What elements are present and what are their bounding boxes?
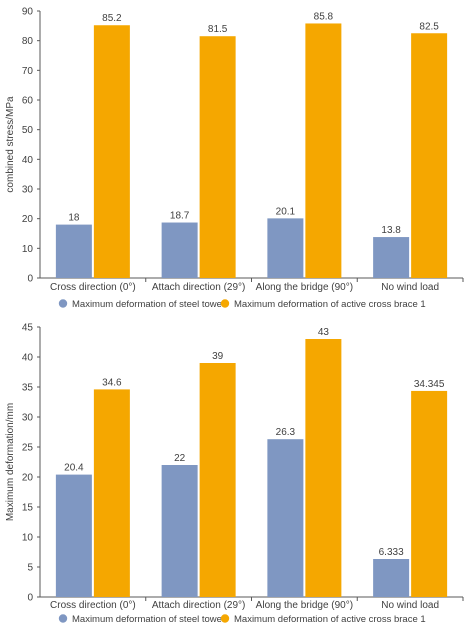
bar-active-brace <box>411 390 448 597</box>
y-axis-title: Maximum deformation/mm <box>5 403 16 521</box>
bar-active-brace <box>411 33 448 278</box>
data-label: 20.1 <box>276 206 296 217</box>
x-tick-label: Along the bridge (90°) <box>256 600 353 611</box>
y-tick-label: 30 <box>22 185 34 196</box>
data-label: 43 <box>318 327 330 338</box>
legend-label: Maximum deformation of steel tower <box>72 299 225 310</box>
legend-label: Maximum deformation of active cross brac… <box>234 614 426 625</box>
bar-active-brace <box>93 25 130 278</box>
legend-label: Maximum deformation of steel tower <box>72 614 225 625</box>
y-tick-label: 70 <box>22 66 34 77</box>
bar-steel-tower <box>373 559 410 597</box>
x-tick-label: No wind load <box>381 600 439 611</box>
y-tick-label: 20 <box>22 473 34 484</box>
y-tick-label: 50 <box>22 125 34 136</box>
y-tick-label: 0 <box>27 593 33 604</box>
data-label: 85.8 <box>314 11 334 22</box>
data-label: 6.333 <box>379 547 404 558</box>
data-label: 34.345 <box>414 379 445 390</box>
legend-marker <box>220 614 230 623</box>
data-label: 18 <box>68 213 80 224</box>
x-tick-label: Cross direction (0°) <box>50 282 136 293</box>
bar-steel-tower <box>373 237 410 278</box>
y-tick-label: 5 <box>27 563 33 574</box>
data-label: 39 <box>212 351 224 362</box>
y-tick-label: 40 <box>22 353 34 364</box>
x-tick-label: Along the bridge (90°) <box>256 282 353 293</box>
y-tick-label: 10 <box>22 244 34 255</box>
legend-marker <box>220 299 230 308</box>
bar-active-brace <box>199 36 236 278</box>
y-tick-label: 90 <box>22 7 34 18</box>
legend-marker <box>58 614 68 623</box>
legend-marker <box>58 299 68 308</box>
y-axis-title: combined stress/MPa <box>5 96 16 193</box>
chart-panel-2: 0 5 10 15 20 25 30 35 40 45 Maximum deformation/mm… <box>5 323 464 625</box>
data-label: 82.5 <box>419 21 439 32</box>
bar-active-brace <box>305 339 342 597</box>
bar-steel-tower <box>267 439 304 597</box>
data-label: 85.2 <box>102 13 122 24</box>
chart-panel-1: 0 10 20 30 40 50 60 70 80 90 combined stress/MPa Cr… <box>5 7 464 310</box>
y-tick-label: 40 <box>22 155 34 166</box>
bar-steel-tower <box>267 218 304 278</box>
legend-label: Maximum deformation of active cross brac… <box>234 299 426 310</box>
y-tick-label: 15 <box>22 503 34 514</box>
data-label: 26.3 <box>276 427 296 438</box>
y-tick-label: 25 <box>22 443 34 454</box>
data-label: 22 <box>174 453 186 464</box>
y-tick-label: 45 <box>22 323 34 334</box>
x-tick-label: No wind load <box>381 282 439 293</box>
y-tick-label: 0 <box>27 274 33 285</box>
bar-active-brace <box>199 363 236 597</box>
data-label: 20.4 <box>64 463 84 474</box>
y-tick-label: 20 <box>22 214 34 225</box>
data-label: 81.5 <box>208 24 228 35</box>
data-label: 34.6 <box>102 377 122 388</box>
y-tick-label: 60 <box>22 96 34 107</box>
x-tick-label: Attach direction (29°) <box>152 282 246 293</box>
bar-active-brace <box>305 23 342 279</box>
y-tick-label: 10 <box>22 533 34 544</box>
bar-steel-tower <box>161 222 198 278</box>
y-tick-label: 35 <box>22 383 34 394</box>
y-tick-label: 30 <box>22 413 34 424</box>
y-tick-label: 80 <box>22 36 34 47</box>
x-tick-label: Attach direction (29°) <box>152 600 246 611</box>
bar-steel-tower <box>55 224 92 278</box>
x-tick-label: Cross direction (0°) <box>50 600 136 611</box>
bar-active-brace <box>93 389 130 597</box>
data-label: 13.8 <box>381 225 401 236</box>
bar-steel-tower <box>55 474 92 597</box>
data-label: 18.7 <box>170 211 190 222</box>
bar-steel-tower <box>161 465 198 597</box>
